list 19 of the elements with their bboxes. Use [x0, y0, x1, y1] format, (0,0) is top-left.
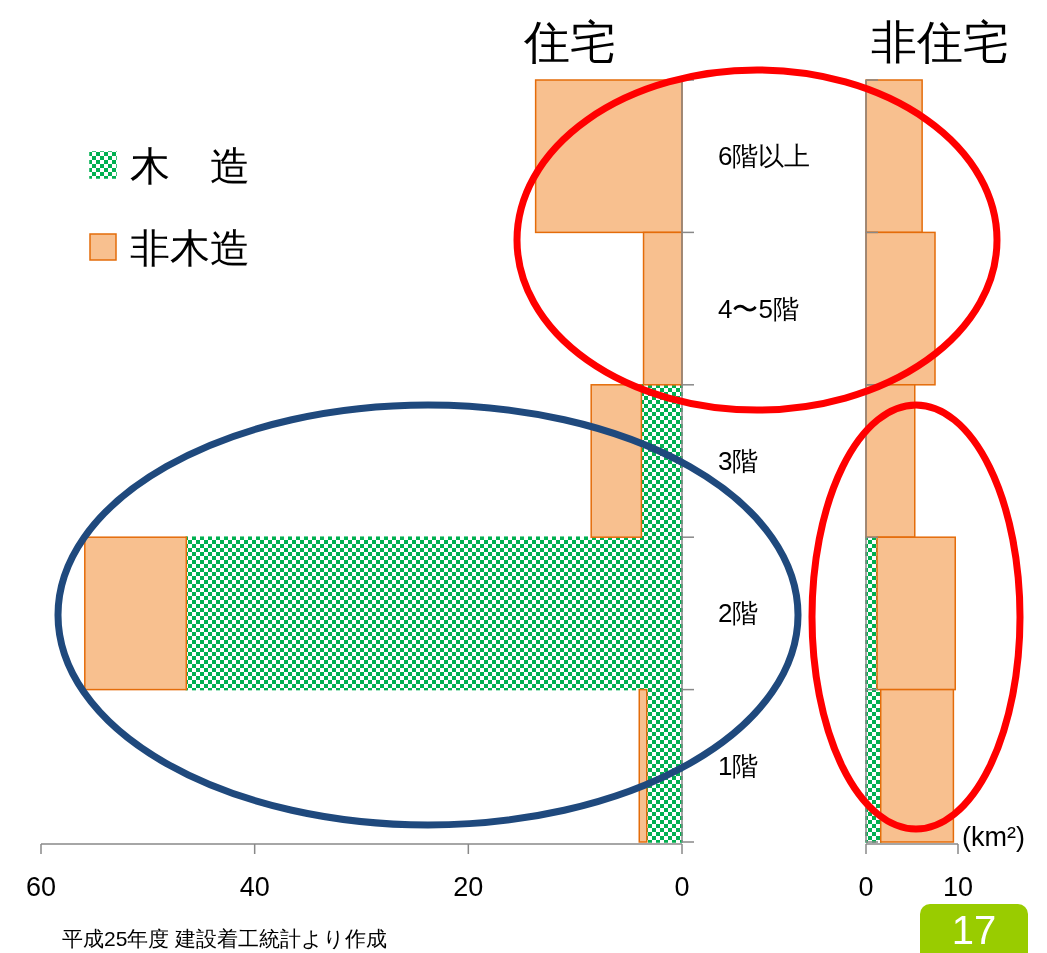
legend-label: 非木造	[130, 226, 250, 270]
bar	[84, 536, 188, 691]
y-tick-label: 2階	[718, 598, 759, 629]
y-tick-label: 6階以上	[718, 141, 811, 172]
x-tick-label: 10	[942, 872, 974, 902]
x-tick-label: 60	[25, 872, 57, 902]
x-tick-label: 0	[674, 872, 690, 902]
text: 17	[951, 908, 997, 952]
x-axis-title: (km²)	[962, 822, 1025, 852]
y-tick-label: 4〜5階	[718, 293, 799, 324]
y-tick-label: 1階	[718, 750, 759, 781]
chart-title: 住宅	[523, 16, 616, 68]
y-tick-label: 3階	[718, 446, 759, 476]
chart-title: 非住宅	[871, 16, 1009, 68]
legend-label: 木 造	[130, 144, 250, 188]
x-tick-label: 40	[239, 872, 270, 902]
text: 平成25年度 建設着工統計より作成	[62, 927, 388, 950]
x-tick-label: 20	[453, 872, 484, 902]
x-tick-label: 0	[858, 872, 874, 902]
